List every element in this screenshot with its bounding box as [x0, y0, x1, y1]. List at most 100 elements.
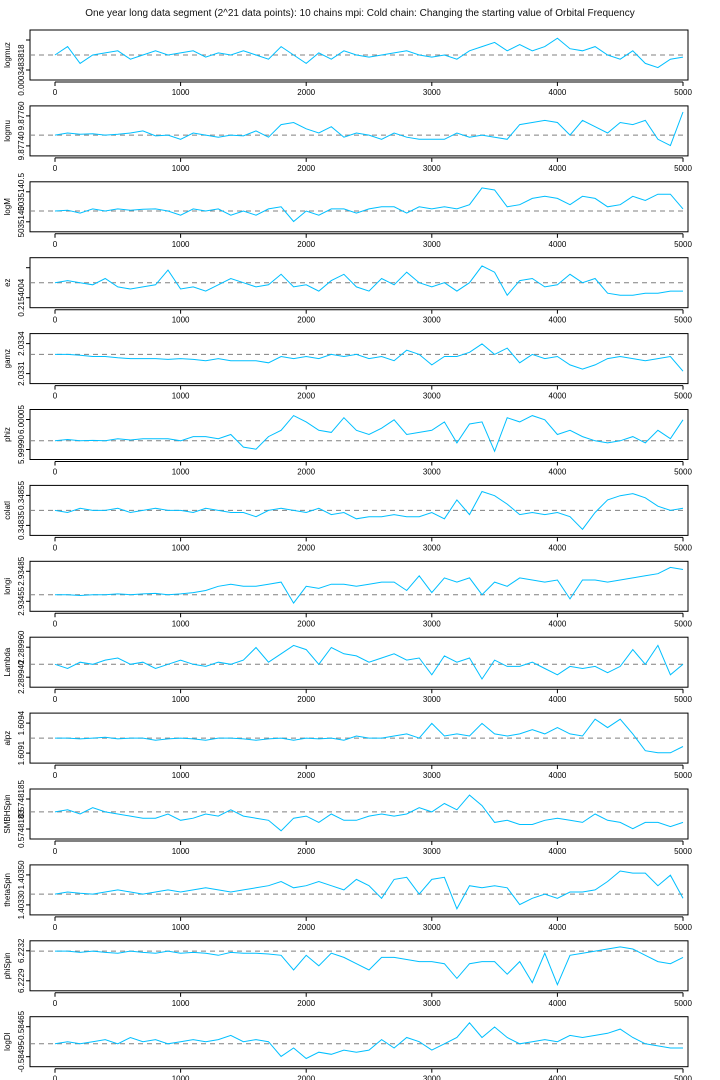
x-tick-label: 2000 [297, 392, 315, 401]
x-tick-label: 2000 [297, 619, 315, 628]
y-tick-label: 2.0331 [17, 361, 26, 386]
x-tick-label: 1000 [172, 392, 190, 401]
x-tick-label: 3000 [423, 923, 441, 932]
y-axis-label: phiSpin [3, 952, 12, 979]
panel-frame [29, 1016, 689, 1068]
trace-line-SMBHSpin [54, 794, 684, 832]
x-tick-label: 3000 [423, 771, 441, 780]
y-tick-label: 1.40330 [17, 890, 26, 919]
x-tick-label: 4000 [549, 619, 567, 628]
y-tick-label: 1.6094 [17, 710, 26, 735]
x-tick-label: 3000 [423, 543, 441, 552]
y-tick-label: 2.0334 [17, 331, 26, 356]
y-axis-label: Lambda [3, 647, 12, 676]
panel-frame [29, 788, 689, 840]
x-tick-label: 5000 [674, 619, 692, 628]
x-tick-label: 3000 [423, 847, 441, 856]
y-tick-label: 6.2232 [17, 938, 26, 963]
x-tick-label: 4000 [549, 695, 567, 704]
trace-line-logDl [54, 1022, 683, 1060]
y-tick-label: 9.87740 [17, 131, 26, 160]
x-tick-label: 4000 [549, 88, 567, 97]
x-tick-label: 1000 [172, 923, 190, 932]
x-tick-label: 2000 [297, 88, 315, 97]
x-tick-label: 2000 [297, 771, 315, 780]
x-tick-label: 3000 [423, 240, 441, 249]
x-tick-label: 3000 [423, 468, 441, 477]
y-tick-label: 1.6091 [17, 740, 26, 765]
trace-line-logM [54, 187, 684, 223]
x-tick-label: 4000 [549, 164, 567, 173]
trace-line-colatl [54, 490, 684, 531]
y-axis-label: alpz [3, 731, 12, 746]
x-tick-label: 4000 [549, 392, 567, 401]
y-tick-label: 5035140.5 [17, 172, 26, 210]
x-tick-label: 4000 [549, 999, 567, 1008]
x-tick-label: 1000 [172, 999, 190, 1008]
x-tick-label: 3000 [423, 695, 441, 704]
panel-frame [29, 409, 689, 460]
x-tick-label: 5000 [674, 1075, 692, 1080]
y-axis-label: longi [3, 578, 12, 595]
x-tick-label: 5000 [674, 164, 692, 173]
x-tick-label: 0 [53, 316, 58, 325]
trace-line-gamz [55, 343, 684, 372]
x-tick-label: 4000 [549, 240, 567, 249]
y-tick-label: 2.93485 [17, 556, 26, 585]
y-axis-label: colatl [3, 501, 12, 520]
x-tick-label: 3000 [423, 999, 441, 1008]
x-tick-label: 0 [53, 695, 58, 704]
x-tick-label: 2000 [297, 1075, 315, 1080]
panel-frame [29, 333, 689, 385]
x-tick-label: 1000 [172, 619, 190, 628]
y-axis-label: logDl [3, 1032, 12, 1050]
x-tick-label: 4000 [549, 771, 567, 780]
x-tick-label: 3000 [423, 619, 441, 628]
x-tick-label: 0 [53, 999, 58, 1008]
x-tick-label: 0 [53, 923, 58, 932]
y-axis-label: phiz [3, 427, 12, 442]
x-tick-label: 3000 [423, 164, 441, 173]
x-tick-label: 2000 [297, 164, 315, 173]
x-tick-label: 0 [53, 619, 58, 628]
x-tick-label: 5000 [674, 543, 692, 552]
x-tick-label: 3000 [423, 392, 441, 401]
x-tick-label: 1000 [172, 695, 190, 704]
y-tick-label: 6.00005 [17, 404, 26, 433]
y-tick-label: 6.2229 [17, 968, 26, 993]
trace-line-logmu [54, 111, 684, 147]
trace-line-logmuz [54, 37, 684, 69]
x-tick-label: 5000 [674, 316, 692, 325]
x-tick-label: 2000 [297, 468, 315, 477]
x-tick-label: 1000 [172, 1075, 190, 1080]
y-tick-label: -0.58465 [17, 1010, 26, 1042]
x-tick-label: 2000 [297, 240, 315, 249]
y-tick-label: 0.2154004 [17, 278, 26, 316]
y-tick-label: 2.93455 [17, 586, 26, 615]
y-axis-label: logmuz [3, 42, 12, 68]
x-tick-label: 4000 [549, 923, 567, 932]
x-tick-label: 5000 [674, 468, 692, 477]
x-tick-label: 5000 [674, 392, 692, 401]
x-tick-label: 5000 [674, 88, 692, 97]
trace-line-phiz [54, 414, 684, 453]
x-tick-label: 0 [53, 392, 58, 401]
y-axis-label: SMBHSpin [3, 794, 12, 833]
x-tick-label: 0 [53, 1075, 58, 1080]
x-tick-label: 1000 [172, 468, 190, 477]
panel-frame [29, 636, 689, 688]
x-tick-label: 5000 [674, 771, 692, 780]
x-tick-label: 0 [53, 164, 58, 173]
x-tick-label: 1000 [172, 847, 190, 856]
panel-frame [29, 105, 689, 157]
x-tick-label: 4000 [549, 543, 567, 552]
y-tick-label: 2.289940 [17, 660, 26, 694]
x-tick-label: 4000 [549, 468, 567, 477]
y-tick-label: 2.289960 [17, 630, 26, 664]
y-tick-label: 5035140 [17, 206, 26, 238]
trace-line-Lambda [54, 644, 684, 680]
panel-frame [29, 181, 689, 233]
y-tick-label: 0.5748183 [17, 810, 26, 848]
y-tick-label: 5.99990 [17, 434, 26, 463]
